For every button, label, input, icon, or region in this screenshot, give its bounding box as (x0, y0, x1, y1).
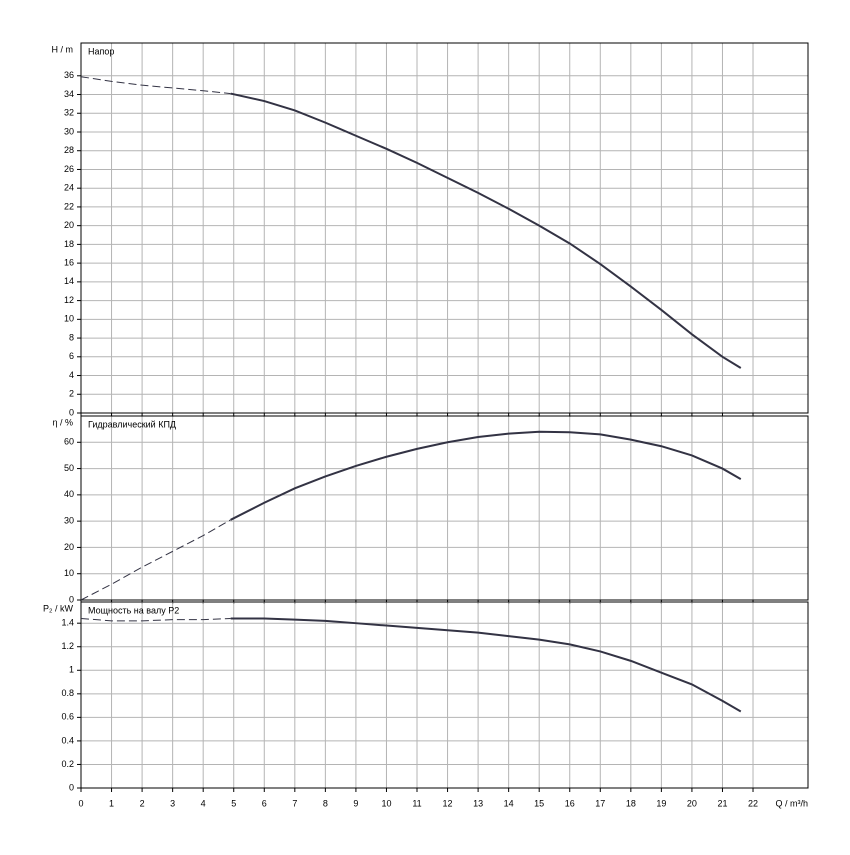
x-tick-label: 4 (201, 798, 206, 808)
x-tick-label: 7 (292, 798, 297, 808)
y-tick-label: 0 (69, 782, 74, 792)
x-tick-label: 9 (353, 798, 358, 808)
y-tick-label: 1 (69, 665, 74, 675)
y-tick-label: 34 (64, 89, 74, 99)
x-tick-label: 20 (687, 798, 697, 808)
curve (230, 430, 742, 521)
curve (230, 92, 742, 369)
y-tick-label: 16 (64, 258, 74, 268)
x-axis-label: Q / m³/h (775, 798, 808, 808)
x-tick-label: 5 (231, 798, 236, 808)
x-tick-label: 18 (626, 798, 636, 808)
y-tick-label: 30 (64, 126, 74, 136)
curve (80, 76, 231, 95)
y-tick-label: 28 (64, 145, 74, 155)
y-tick-label: 0.8 (61, 688, 74, 698)
y-tick-label: 20 (64, 220, 74, 230)
x-tick-label: 0 (78, 798, 83, 808)
y-tick-label: 20 (64, 542, 74, 552)
curve (80, 617, 231, 622)
x-tick-label: 13 (473, 798, 483, 808)
panel-title: Мощность на валу P2 (88, 605, 179, 615)
y-tick-label: 1.4 (61, 618, 74, 628)
x-tick-label: 1 (109, 798, 114, 808)
y-tick-label: 0.6 (61, 712, 74, 722)
y-tick-label: 32 (64, 108, 74, 118)
x-tick-label: 15 (534, 798, 544, 808)
curve (230, 617, 742, 713)
panel-title: Напор (88, 46, 114, 56)
y-tick-label: 12 (64, 295, 74, 305)
y-tick-label: 40 (64, 489, 74, 499)
y-tick-label: 8 (69, 332, 74, 342)
y-tick-label: 14 (64, 276, 74, 286)
x-tick-label: 16 (565, 798, 575, 808)
y-axis-label: η / % (52, 417, 73, 427)
y-tick-label: 0 (69, 594, 74, 604)
x-tick-label: 21 (717, 798, 727, 808)
x-tick-label: 19 (656, 798, 666, 808)
x-tick-label: 2 (140, 798, 145, 808)
curve (80, 519, 231, 601)
y-tick-label: 24 (64, 183, 74, 193)
plot-frame (80, 601, 809, 789)
y-tick-label: 4 (69, 370, 74, 380)
y-tick-label: 0.4 (61, 735, 74, 745)
y-tick-label: 30 (64, 516, 74, 526)
y-tick-label: 1.2 (61, 641, 74, 651)
x-tick-label: 17 (595, 798, 605, 808)
x-tick-label: 14 (504, 798, 514, 808)
y-tick-label: 0.2 (61, 759, 74, 769)
y-tick-label: 2 (69, 389, 74, 399)
panel-title: Гидравлический КПД (88, 419, 176, 429)
y-tick-label: 0 (69, 407, 74, 417)
x-tick-label: 22 (748, 798, 758, 808)
y-tick-label: 50 (64, 463, 74, 473)
x-tick-label: 12 (443, 798, 453, 808)
y-tick-label: 10 (64, 314, 74, 324)
x-tick-label: 11 (412, 798, 421, 808)
plot-frame (80, 415, 809, 601)
y-tick-label: 10 (64, 568, 74, 578)
y-axis-label: H / m (52, 44, 74, 54)
y-tick-label: 18 (64, 239, 74, 249)
x-tick-label: 10 (381, 798, 391, 808)
x-tick-label: 6 (262, 798, 267, 808)
y-tick-label: 60 (64, 437, 74, 447)
y-tick-label: 36 (64, 70, 74, 80)
y-tick-label: 26 (64, 164, 74, 174)
x-tick-label: 3 (170, 798, 175, 808)
y-tick-label: 22 (64, 201, 74, 211)
y-tick-label: 6 (69, 351, 74, 361)
plot-frame (80, 42, 809, 414)
x-tick-label: 8 (323, 798, 328, 808)
y-axis-label: P₂ / kW (43, 603, 73, 613)
